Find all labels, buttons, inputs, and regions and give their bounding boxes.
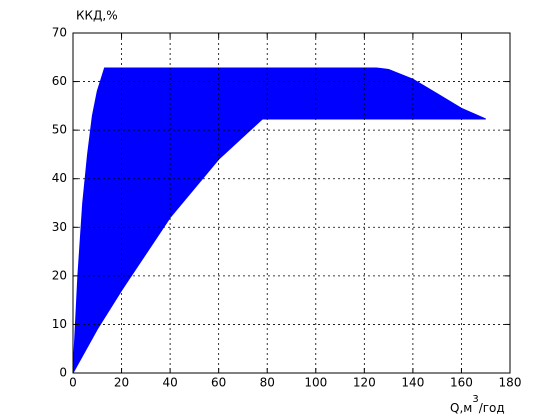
y-tick-label: 50 [52,123,67,137]
y-tick-label: 30 [52,220,67,234]
y-tick-label: 10 [52,317,67,331]
x-label-sup: 3 [472,394,478,405]
x-label-main: Q,м [450,401,472,415]
x-label-tail: /год [479,401,505,415]
x-tick-label: 120 [353,376,376,390]
data-area [72,67,486,374]
y-tick-label: 20 [52,268,67,282]
x-axis-label: Q,м3/год [450,394,505,415]
x-tick-label: 160 [450,376,473,390]
x-tick-label: 180 [499,376,522,390]
x-tick-label: 60 [211,376,226,390]
x-tick-label: 100 [304,376,327,390]
y-tick-label: 0 [59,366,67,380]
x-tick-label: 0 [69,376,77,390]
y-tick-label: 60 [52,74,67,88]
y-tick-label: 40 [52,171,67,185]
x-tick-label: 140 [401,376,424,390]
y-tick-label: 70 [52,26,67,40]
x-tick-label: 40 [162,376,177,390]
y-axis-label: ККД,% [76,9,118,23]
plot-frame [72,32,511,374]
x-tick-label: 80 [260,376,275,390]
x-tick-label: 20 [114,376,129,390]
